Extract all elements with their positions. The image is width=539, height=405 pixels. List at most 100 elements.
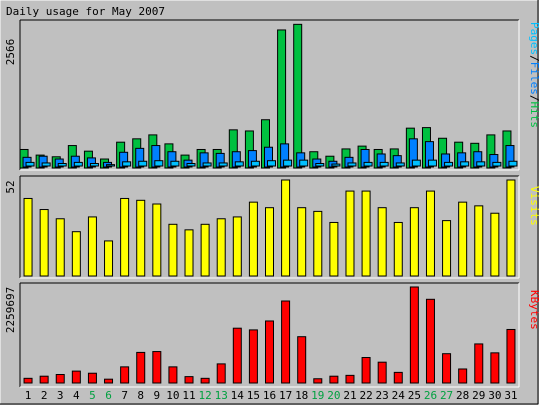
pages-bar	[492, 161, 502, 167]
kbytes-ymax-label: 2259697	[4, 287, 17, 333]
day-label: 17	[279, 389, 292, 402]
kbytes-bar	[393, 371, 403, 384]
kbytes-bar	[152, 351, 162, 384]
kbytes-bar	[136, 351, 146, 384]
pages-bar	[363, 161, 373, 167]
files-bar	[424, 141, 434, 168]
kbytes-bar	[458, 368, 468, 384]
files-bar	[54, 158, 64, 168]
kbytes-bar	[490, 352, 500, 384]
files-bar	[441, 153, 451, 168]
visits-bar	[168, 223, 178, 277]
files-bar	[489, 154, 499, 168]
visits-bar	[152, 203, 162, 277]
pages-bar	[202, 162, 212, 167]
legend-hits-files-pages: Pages/Files/Hits	[528, 22, 539, 128]
kbytes-bar	[345, 374, 355, 384]
visits-bar	[120, 197, 130, 277]
day-label: 11	[182, 389, 195, 402]
pages-bar	[411, 159, 421, 167]
files-bar	[215, 152, 225, 168]
kbytes-bar	[39, 375, 49, 384]
pages-bar	[122, 161, 132, 167]
pages-bar	[138, 160, 148, 167]
files-bar	[119, 151, 129, 168]
pages-bar	[395, 162, 405, 167]
day-label: 16	[263, 389, 276, 402]
kbytes-bar	[87, 372, 97, 384]
kbytes-bar	[55, 374, 65, 384]
kbytes-bar	[104, 378, 114, 384]
kbytes-bar	[71, 370, 81, 384]
files-bar	[199, 152, 209, 168]
files-bar	[264, 146, 273, 168]
files-bar	[280, 143, 290, 168]
kbytes-bar	[265, 320, 274, 384]
files-bar	[473, 151, 483, 168]
visits-bar	[409, 207, 419, 277]
files-bar	[151, 145, 161, 168]
kbytes-bar	[184, 376, 194, 384]
files-bar	[167, 151, 177, 168]
files-bar	[344, 156, 354, 168]
visits-bar	[361, 190, 371, 277]
day-label: 25	[408, 389, 421, 402]
files-bar	[392, 155, 402, 168]
files-bar	[231, 151, 241, 168]
visits-bar	[458, 201, 468, 277]
legend-files: Files	[528, 62, 539, 95]
visits-ymax-label: 52	[4, 180, 17, 193]
files-bar	[376, 153, 386, 168]
pages-bar	[41, 162, 51, 167]
day-label: 6	[105, 389, 112, 402]
files-bar	[360, 148, 370, 168]
visits-bar	[265, 207, 274, 277]
day-label: 31	[504, 389, 517, 402]
day-label: 18	[295, 389, 308, 402]
kbytes-bar	[168, 366, 178, 384]
pages-bar	[89, 163, 99, 167]
files-bar	[457, 152, 467, 168]
day-label: 20	[327, 389, 340, 402]
day-label: 9	[154, 389, 161, 402]
visits-bar	[281, 179, 291, 277]
day-label: 13	[215, 389, 228, 402]
hits-bar	[486, 134, 496, 169]
day-label: 28	[456, 389, 469, 402]
legend-separator: /	[528, 95, 539, 102]
files-bar	[312, 158, 322, 168]
hits-ymax-label: 2566	[4, 39, 17, 66]
visits-bar	[490, 212, 500, 277]
pages-bar	[508, 160, 518, 167]
day-label: 1	[25, 389, 32, 402]
day-label: 14	[231, 389, 245, 402]
pages-bar	[57, 163, 67, 167]
kbytes-bar	[361, 357, 371, 384]
kbytes-bar	[474, 343, 484, 384]
visits-panel	[19, 175, 520, 279]
kbytes-bar	[120, 366, 130, 384]
day-label: 8	[137, 389, 144, 402]
pages-bar	[170, 160, 180, 167]
day-label: 29	[472, 389, 485, 402]
legend-hits: Hits	[528, 102, 539, 129]
day-label: 10	[166, 389, 179, 402]
hits-bar	[438, 137, 448, 169]
pages-bar	[73, 161, 83, 167]
visits-bar	[232, 216, 242, 277]
day-label: 12	[198, 389, 211, 402]
pages-bar	[267, 160, 276, 167]
x-axis-day-labels: 1 2 3 4 5 6 7 8 9 10 11 12 13 14 15 16 17 18 19 20 21 22 23 24 2…	[25, 389, 518, 402]
files-bar	[70, 155, 80, 168]
visits-bar	[104, 240, 114, 277]
pages-bar	[106, 164, 116, 167]
day-label: 26	[424, 389, 437, 402]
day-label: 19	[311, 389, 324, 402]
chart-title: Daily usage for May 2007	[6, 5, 165, 18]
legend-separator: /	[528, 55, 539, 62]
pages-bar	[25, 161, 35, 167]
legend-kbytes: KBytes	[528, 290, 539, 330]
legend-visits: Visits	[528, 186, 539, 226]
visits-bar	[184, 229, 194, 277]
